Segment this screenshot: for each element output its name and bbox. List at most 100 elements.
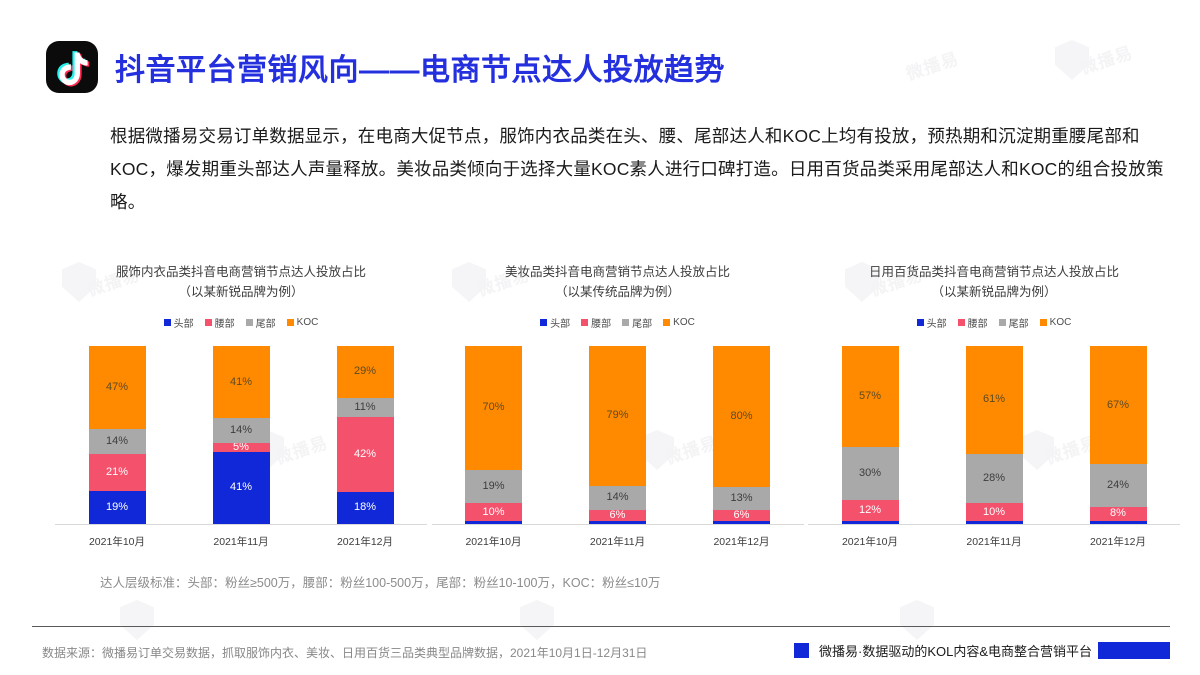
legend-item-head: 头部 [916,315,947,330]
bar-segment-waist: 6% [713,510,770,521]
chart-title: 日用百货品类抖音电商营销节点达人投放占比 [868,265,1119,279]
bar-segment-tail: 24% [1089,464,1147,507]
bar-segment-waist: 42% [336,417,394,492]
bar-segment-tail: 14% [212,418,270,443]
bar-label: 80% [730,410,753,423]
bar-segment-koc: 57% [841,346,899,447]
bar-segment-tail: 19% [465,469,522,504]
bar-segment-koc: 79% [589,346,646,486]
chart-subtitle: （以某新锐品牌为例） [178,285,304,299]
bar-label: 10% [982,505,1006,518]
bar-segment-waist: 6% [589,510,646,521]
legend-item-head: 头部 [163,315,194,330]
legend-label: 尾部 [632,319,653,330]
watermark-shield [900,600,934,640]
chart-apparel: 服饰内衣品类抖音电商营销节点达人投放占比 （以某新锐品牌为例） 头部 腰部 尾部 [55,262,427,549]
legend-swatch-icon [1039,319,1047,326]
legend-label: KOC [296,317,319,328]
bar-label: 47% [105,380,129,393]
bar-column: 57% 30% 12% [841,346,899,524]
bar-label: 57% [858,389,882,402]
bar-column: 70% 19% 10% [465,346,522,524]
legend-item-koc: KOC [286,317,319,328]
legend-label: 头部 [550,319,571,330]
bar-segment-head: 19% [88,490,146,524]
bar-segment-head [713,520,770,524]
legend-item-tail: 尾部 [245,315,276,330]
bar-segment-head [1089,520,1147,524]
bar-segment-koc: 67% [1089,346,1147,465]
bar-column: 67% 24% 8% [1089,346,1147,524]
footer-divider [32,626,1170,627]
legend-swatch-icon [622,319,630,326]
slide-header: 抖音平台营销风向——电商节点达人投放趋势 [46,41,725,93]
bar-label: 41% [229,481,253,494]
bar-label: 79% [606,409,629,422]
bar-label: 28% [982,471,1006,484]
legend-label: 头部 [173,319,194,330]
watermark-shield [1055,40,1089,80]
x-tick-label: 2021年11月 [213,536,269,548]
brand-label: 微播易·数据驱动的KOL内容&电商整合营销平台 [818,644,1092,659]
bar-label: 41% [229,375,253,388]
bar-label: 6% [609,510,626,521]
x-tick-label: 2021年12月 [713,536,770,548]
bar-label: 10% [482,505,505,518]
bar-segment-koc: 80% [713,346,770,488]
x-tick-label: 2021年10月 [465,536,522,548]
bar-label: 5% [233,442,249,452]
bar-label: 30% [858,466,882,479]
bar-column: 47% 14% 21% 19% [88,346,146,524]
chart-legend: 头部 腰部 尾部 KOC [55,315,427,330]
chart-subtitle: （以某新锐品牌为例） [931,285,1057,299]
chart-plot-area: 70% 19% 10% 79% 14% 6% 80% 13% 6% [431,344,804,525]
bar-label: 11% [354,400,376,413]
legend-item-koc: KOC [663,317,695,328]
tier-standard-footnote: 达人层级标准：头部：粉丝≥500万，腰部：粉丝100-500万，尾部：粉丝10-… [100,576,661,590]
bar-segment-head [965,520,1023,524]
legend-item-koc: KOC [1039,317,1072,328]
intro-paragraph: 根据微播易交易订单数据显示，在电商大促节点，服饰内衣品类在头、腰、尾部达人和KO… [110,126,1164,212]
legend-item-waist: 腰部 [204,315,235,330]
bar-label: 12% [858,503,882,516]
bar-column: 80% 13% 6% [713,346,770,524]
bar-segment-head [841,520,899,524]
legend-label: KOC [673,317,695,328]
legend-label: 腰部 [591,319,612,330]
brand-bar-decoration [1098,642,1170,659]
legend-label: KOC [1049,317,1072,328]
chart-title: 美妆品类抖音电商营销节点达人投放占比 [504,265,730,279]
bar-segment-waist: 8% [1089,506,1147,521]
legend-swatch-icon [286,319,294,326]
bar-segment-tail: 14% [589,485,646,511]
bar-label: 29% [353,365,377,378]
bar-segment-koc: 29% [336,346,394,398]
legend-label: 尾部 [1008,319,1029,330]
bar-segment-waist: 21% [88,453,146,491]
watermark-text: 微播易 [1078,43,1136,78]
page-title: 抖音平台营销风向——电商节点达人投放趋势 [115,54,725,87]
legend-swatch-icon [540,319,548,326]
bar-label: 18% [353,501,377,514]
chart-daily-goods: 日用百货品类抖音电商营销节点达人投放占比 （以某新锐品牌为例） 头部 腰部 尾部 [808,262,1180,549]
legend-swatch-icon [998,319,1006,326]
bar-segment-koc: 41% [212,345,270,419]
bar-column: 61% 28% 10% [965,346,1023,524]
legend-label: 腰部 [967,319,988,330]
tiktok-logo-icon [46,41,98,93]
chart-x-axis: 2021年10月 2021年11月 2021年12月 [55,534,427,549]
legend-item-head: 头部 [540,315,570,330]
bar-label: 21% [105,465,129,478]
tiktok-note-icon [57,51,90,87]
data-source-text: 数据来源：微播易订单交易数据，抓取服饰内衣、美妆、日用百货三品类典型品牌数据，2… [42,646,648,660]
legend-swatch-icon [916,319,924,326]
bar-segment-waist: 12% [841,499,899,521]
bar-label: 24% [1106,479,1130,492]
bar-label: 14% [606,491,629,504]
legend-label: 头部 [926,319,947,330]
charts-row: 服饰内衣品类抖音电商营销节点达人投放占比 （以某新锐品牌为例） 头部 腰部 尾部 [55,262,1180,549]
x-tick-label: 2021年12月 [1089,536,1147,548]
bar-segment-tail: 14% [88,428,146,454]
bar-label: 70% [482,401,505,414]
bar-segment-head: 18% [336,491,394,524]
